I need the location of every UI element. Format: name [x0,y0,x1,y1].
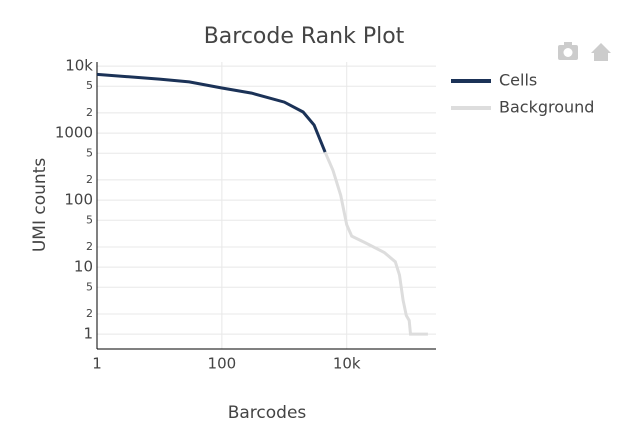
y-tick-label: 5 [86,146,93,159]
home-icon[interactable] [591,43,611,61]
camera-icon[interactable] [558,42,578,60]
chart-title: Barcode Rank Plot [204,24,405,49]
x-tick-label: 100 [208,355,237,373]
y-tick-label: 1 [83,325,93,343]
y-tick-label: 10 [74,258,93,276]
y-axis-label: UMI counts [30,158,50,252]
y-tick-label: 5 [86,213,93,226]
legend-label: Background [499,98,594,117]
y-tick-label: 2 [86,240,93,253]
x-tick-label: 10k [333,355,361,373]
y-tick-label: 2 [86,307,93,320]
y-tick-label: 5 [86,79,93,92]
y-tick-label: 5 [86,280,93,293]
series-line [96,72,327,153]
x-tick-label: 1 [92,355,102,373]
y-tick-label: 1000 [55,124,93,142]
x-axis-label: Barcodes [228,403,307,423]
y-tick-label: 100 [64,191,93,209]
series-line [323,151,428,336]
y-tick-label: 10k [65,57,93,75]
y-tick-label: 2 [86,106,93,119]
legend-label: Cells [499,71,537,90]
y-tick-label: 2 [86,173,93,186]
